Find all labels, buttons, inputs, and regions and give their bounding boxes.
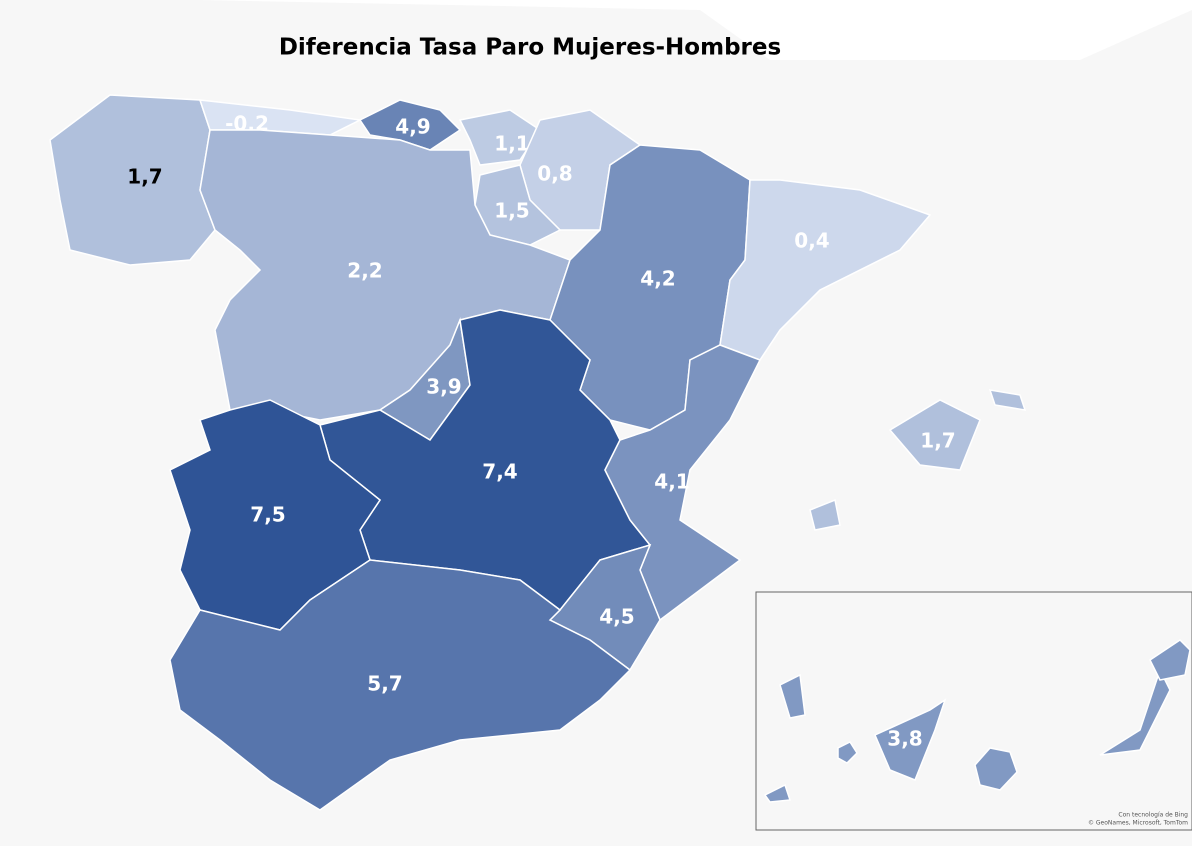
region-label: 4,2 [640, 267, 675, 291]
region-label: 5,7 [367, 672, 402, 696]
attribution: © GeoNames, Microsoft, TomTom [1088, 820, 1188, 827]
region [169, 559, 632, 811]
region-label: 1,7 [127, 165, 162, 189]
region-label: 2,2 [347, 259, 382, 283]
attribution: Con tecnología de Bing [1118, 812, 1188, 819]
region-label: 3,9 [426, 375, 461, 399]
region-label: 0,4 [794, 229, 829, 253]
region [719, 179, 932, 361]
region [988, 389, 1027, 411]
region-label: 7,5 [250, 503, 285, 527]
region-label: 4,1 [654, 470, 689, 494]
region [809, 498, 841, 531]
region [1149, 639, 1191, 681]
region-label: 1,1 [494, 132, 529, 156]
region-label: 7,4 [482, 460, 517, 484]
region [974, 747, 1018, 791]
inset-frame [755, 591, 1192, 831]
region-label: 4,5 [599, 605, 634, 629]
region [874, 698, 947, 781]
region-label: 1,7 [920, 429, 955, 453]
region [888, 399, 981, 471]
region [763, 783, 792, 803]
region [604, 344, 762, 622]
region-label: 1,5 [494, 199, 529, 223]
region [837, 741, 858, 764]
region-label: 0,8 [537, 162, 572, 186]
background-shape [200, 0, 1192, 60]
region [779, 673, 806, 719]
region [358, 99, 462, 151]
title: Diferencia Tasa Paro Mujeres-Hombres [279, 35, 781, 61]
region-label: 3,8 [887, 727, 922, 751]
region-label: 4,9 [395, 115, 430, 139]
region [458, 109, 542, 166]
